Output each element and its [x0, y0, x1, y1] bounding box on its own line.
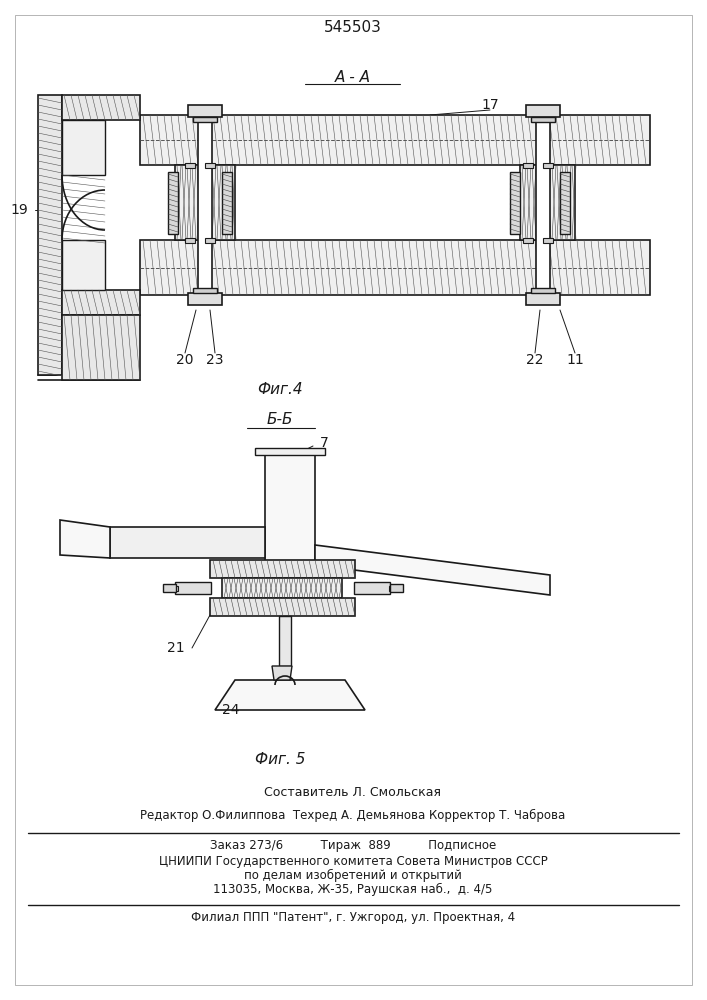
Bar [188, 105, 222, 117]
Polygon shape [60, 520, 110, 558]
Bar [168, 172, 178, 234]
Text: 11: 11 [566, 353, 584, 367]
Polygon shape [38, 95, 62, 375]
Polygon shape [62, 240, 105, 290]
Bar [536, 115, 550, 295]
Text: 7: 7 [320, 436, 329, 450]
Polygon shape [62, 120, 105, 175]
Bar [389, 586, 395, 591]
Text: ЦНИИПИ Государственного комитета Совета Министров СССР: ЦНИИПИ Государственного комитета Совета … [158, 854, 547, 867]
Text: 113035, Москва, Ж-35, Раушская наб.,  д. 4/5: 113035, Москва, Ж-35, Раушская наб., д. … [214, 882, 493, 896]
Bar [175, 582, 211, 594]
Text: Филиал ППП "Патент", г. Ужгород, ул. Проектная, 4: Филиал ППП "Патент", г. Ужгород, ул. Про… [191, 912, 515, 924]
Bar [140, 115, 650, 165]
Bar [193, 117, 217, 122]
Text: Б-Б: Б-Б [267, 412, 293, 428]
Bar [163, 584, 176, 592]
Bar [265, 450, 315, 565]
Bar [279, 616, 291, 666]
Bar [172, 586, 178, 591]
Polygon shape [272, 666, 292, 680]
Polygon shape [110, 527, 265, 558]
Bar [523, 238, 533, 243]
Polygon shape [62, 290, 140, 315]
Polygon shape [255, 448, 325, 455]
Text: 545503: 545503 [324, 20, 382, 35]
Text: 17: 17 [481, 98, 499, 112]
Bar [185, 238, 195, 243]
Bar [175, 165, 235, 240]
Bar [526, 105, 560, 117]
Text: 24: 24 [223, 703, 240, 717]
Bar [185, 163, 195, 168]
Bar [222, 172, 232, 234]
Text: по делам изобретений и открытий: по делам изобретений и открытий [244, 868, 462, 882]
Bar [531, 117, 555, 122]
Polygon shape [62, 315, 140, 380]
Bar [210, 560, 355, 578]
Text: А - А: А - А [335, 70, 371, 85]
Polygon shape [215, 680, 365, 710]
Bar [526, 293, 560, 305]
Text: Редактор О.Филиппова  Техред А. Демьянова Корректор Т. Чаброва: Редактор О.Филиппова Техред А. Демьянова… [141, 808, 566, 822]
Bar [140, 240, 650, 295]
Text: Фиг. 5: Фиг. 5 [255, 752, 305, 768]
Polygon shape [315, 545, 550, 595]
Bar [354, 582, 390, 594]
Bar [510, 172, 520, 234]
Text: Заказ 273/6          Тираж  889          Подписное: Заказ 273/6 Тираж 889 Подписное [210, 838, 496, 852]
Bar [543, 163, 553, 168]
Bar [543, 238, 553, 243]
Bar [193, 288, 217, 293]
Text: Составитель Л. Смольская: Составитель Л. Смольская [264, 786, 441, 800]
Bar [390, 584, 403, 592]
Bar [205, 163, 215, 168]
Text: Фиг.4: Фиг.4 [257, 382, 303, 397]
Bar [188, 293, 222, 305]
Bar [205, 238, 215, 243]
Bar [560, 172, 570, 234]
Text: 21: 21 [168, 641, 185, 655]
Text: 22: 22 [526, 353, 544, 367]
Text: 20: 20 [176, 353, 194, 367]
Bar [520, 165, 575, 240]
Bar [523, 163, 533, 168]
Text: 23: 23 [206, 353, 223, 367]
Bar [198, 115, 212, 295]
Text: 19: 19 [10, 203, 28, 217]
Bar [531, 288, 555, 293]
Polygon shape [62, 95, 140, 120]
Bar [222, 578, 342, 598]
Bar [210, 598, 355, 616]
